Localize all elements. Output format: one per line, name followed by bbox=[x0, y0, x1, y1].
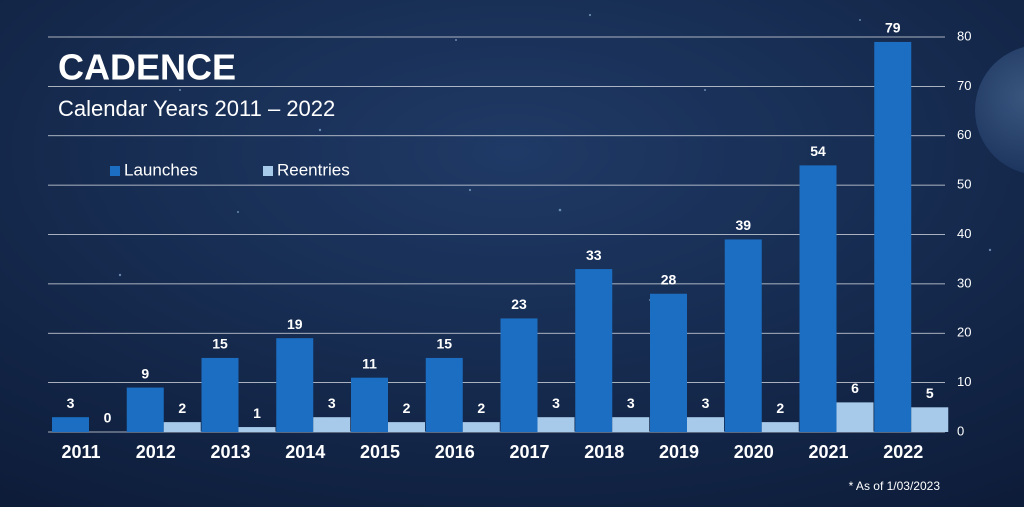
data-label: 0 bbox=[104, 410, 112, 426]
x-tick-label: 2016 bbox=[435, 442, 475, 462]
legend-label: Reentries bbox=[277, 160, 350, 179]
y-tick-label: 20 bbox=[957, 325, 971, 340]
data-label: 3 bbox=[552, 395, 560, 411]
x-tick-label: 2015 bbox=[360, 442, 400, 462]
y-tick-label: 50 bbox=[957, 177, 971, 192]
bar bbox=[276, 338, 314, 432]
bar bbox=[313, 417, 351, 432]
data-label: 23 bbox=[511, 296, 527, 312]
data-label: 15 bbox=[212, 336, 228, 352]
bar bbox=[500, 318, 538, 432]
data-label: 15 bbox=[436, 336, 452, 352]
x-tick-label: 2020 bbox=[734, 442, 774, 462]
bar bbox=[799, 165, 837, 432]
chart-title: CADENCE bbox=[58, 47, 236, 88]
bar bbox=[537, 417, 575, 432]
x-tick-label: 2018 bbox=[584, 442, 624, 462]
y-tick-label: 0 bbox=[957, 423, 964, 438]
data-label: 11 bbox=[362, 355, 377, 371]
bar bbox=[126, 387, 164, 432]
data-label: 2 bbox=[178, 400, 186, 416]
x-tick-label: 2014 bbox=[285, 442, 325, 462]
bar bbox=[52, 417, 89, 432]
data-label: 3 bbox=[328, 395, 336, 411]
data-label: 9 bbox=[141, 365, 149, 381]
bar bbox=[575, 269, 613, 432]
bar bbox=[911, 407, 949, 432]
x-tick-label: 2013 bbox=[210, 442, 250, 462]
y-tick-label: 80 bbox=[957, 28, 971, 43]
bar bbox=[388, 422, 425, 432]
y-tick-label: 70 bbox=[957, 78, 971, 93]
bar bbox=[462, 422, 500, 432]
data-label: 6 bbox=[851, 380, 859, 396]
bar bbox=[761, 422, 799, 432]
data-label: 2 bbox=[776, 400, 784, 416]
y-tick-label: 60 bbox=[957, 127, 971, 142]
data-label: 1 bbox=[253, 405, 261, 421]
bar bbox=[836, 402, 874, 432]
data-label: 5 bbox=[926, 385, 934, 401]
data-label: 33 bbox=[586, 247, 602, 263]
data-label: 3 bbox=[702, 395, 710, 411]
data-label: 79 bbox=[885, 20, 901, 36]
bar bbox=[201, 357, 239, 432]
bar bbox=[724, 239, 762, 432]
legend-label: Launches bbox=[124, 160, 198, 179]
moon bbox=[975, 47, 1024, 173]
y-tick-label: 10 bbox=[957, 374, 971, 389]
bar bbox=[650, 293, 687, 432]
x-tick-label: 2012 bbox=[136, 442, 176, 462]
data-label: 3 bbox=[67, 395, 75, 411]
bar bbox=[238, 427, 276, 432]
data-label: 39 bbox=[735, 217, 751, 233]
chart-subtitle: Calendar Years 2011 – 2022 bbox=[58, 96, 335, 121]
data-label: 2 bbox=[403, 400, 411, 416]
bar bbox=[874, 41, 912, 432]
bar bbox=[351, 377, 388, 432]
data-label: 28 bbox=[661, 271, 677, 287]
x-tick-label: 2021 bbox=[808, 442, 848, 462]
x-tick-label: 2017 bbox=[509, 442, 549, 462]
x-tick-label: 2022 bbox=[883, 442, 923, 462]
x-tick-label: 2019 bbox=[659, 442, 699, 462]
data-label: 19 bbox=[287, 316, 303, 332]
legend-swatch bbox=[110, 166, 120, 176]
footnote: * As of 1/03/2023 bbox=[849, 479, 941, 493]
bar bbox=[687, 417, 724, 432]
bar bbox=[163, 422, 201, 432]
bar bbox=[612, 417, 650, 432]
bar bbox=[425, 357, 463, 432]
data-label: 54 bbox=[810, 143, 826, 159]
data-label: 2 bbox=[477, 400, 485, 416]
y-tick-label: 30 bbox=[957, 275, 971, 290]
y-tick-label: 40 bbox=[957, 226, 971, 241]
data-label: 3 bbox=[627, 395, 635, 411]
stars bbox=[118, 13, 992, 301]
x-tick-label: 2011 bbox=[61, 442, 100, 462]
legend-swatch bbox=[263, 166, 273, 176]
